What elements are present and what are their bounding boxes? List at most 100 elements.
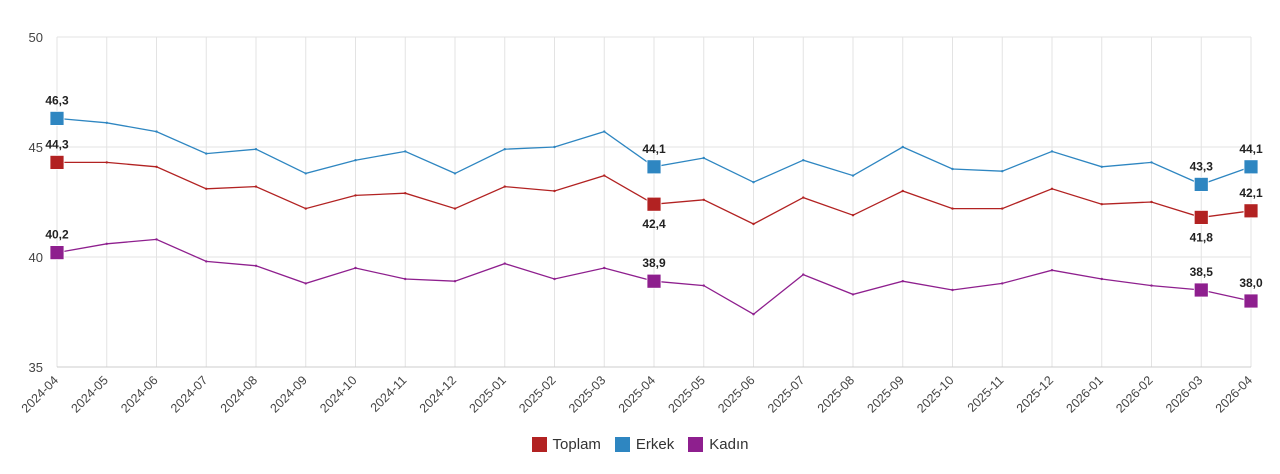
x-tick-label: 2025-11 xyxy=(965,373,1007,415)
data-point-kadın xyxy=(1001,282,1004,285)
legend-item-kadin[interactable]: Kadın xyxy=(688,436,748,453)
legend-label-erkek: Erkek xyxy=(635,436,675,453)
x-tick-label: 2025-02 xyxy=(516,373,558,415)
marker-kadın xyxy=(1193,282,1209,298)
data-point-toplam xyxy=(1050,187,1054,190)
data-point-erkek xyxy=(453,172,457,175)
legend-item-toplam[interactable]: Toplam xyxy=(531,436,601,453)
data-point-toplam xyxy=(851,214,855,217)
data-point-toplam xyxy=(702,198,705,201)
data-point-toplam xyxy=(105,161,108,164)
y-tick-label: 35 xyxy=(29,360,43,375)
data-label-kadın: 38,0 xyxy=(1239,276,1263,290)
data-point-erkek xyxy=(1150,161,1153,164)
data-point-kadın xyxy=(603,266,606,270)
data-point-toplam xyxy=(453,207,457,210)
data-point-toplam xyxy=(901,189,904,193)
data-label-toplam: 42,1 xyxy=(1239,186,1263,200)
data-point-toplam xyxy=(1001,207,1004,210)
data-point-kadın xyxy=(304,282,307,285)
x-tick-label: 2025-06 xyxy=(715,373,757,415)
x-tick-label: 2024-10 xyxy=(317,373,359,415)
marker-erkek xyxy=(49,111,65,126)
y-tick-label: 45 xyxy=(29,140,43,155)
data-point-erkek xyxy=(752,181,755,184)
data-point-kadın xyxy=(155,238,158,241)
data-point-toplam xyxy=(553,189,556,193)
marker-toplam xyxy=(1193,209,1209,225)
legend-swatch-toplam xyxy=(531,437,547,452)
data-point-erkek xyxy=(105,121,108,125)
legend-label-toplam: Toplam xyxy=(552,436,601,453)
x-tick-label: 2025-05 xyxy=(666,373,708,415)
data-point-toplam xyxy=(802,196,805,199)
x-tick-label: 2025-09 xyxy=(865,373,907,415)
x-tick-label: 2025-04 xyxy=(616,373,658,415)
x-tick-label: 2025-03 xyxy=(566,373,608,415)
marker-toplam xyxy=(49,154,65,170)
marker-erkek xyxy=(646,159,662,175)
data-point-erkek xyxy=(155,130,158,133)
data-point-toplam xyxy=(603,174,606,177)
data-point-kadın xyxy=(503,262,506,265)
data-point-toplam xyxy=(503,185,506,188)
data-label-erkek: 46,3 xyxy=(45,93,69,107)
data-point-kadın xyxy=(205,260,208,263)
legend-label-kadin: Kadın xyxy=(709,436,749,453)
data-label-erkek: 44,1 xyxy=(1239,142,1263,156)
data-point-erkek xyxy=(1050,150,1054,153)
y-tick-label: 50 xyxy=(29,30,43,45)
data-label-toplam: 44,3 xyxy=(45,137,69,151)
marker-toplam xyxy=(646,196,662,212)
data-point-kadın xyxy=(702,284,705,287)
data-point-toplam xyxy=(1150,200,1153,204)
data-point-kadın xyxy=(901,280,904,283)
data-point-kadın xyxy=(951,288,954,292)
data-point-toplam xyxy=(254,185,258,188)
data-label-kadın: 38,9 xyxy=(642,256,666,270)
chart-legend: Toplam Erkek Kadın xyxy=(0,436,1280,453)
data-point-erkek xyxy=(404,150,407,153)
x-tick-label: 2024-11 xyxy=(368,373,410,415)
x-tick-label: 2024-07 xyxy=(168,373,210,415)
data-point-erkek xyxy=(205,152,208,155)
marker-toplam xyxy=(1243,203,1259,219)
data-point-erkek xyxy=(603,130,606,133)
x-tick-label: 2024-12 xyxy=(417,373,459,415)
data-label-toplam: 42,4 xyxy=(642,217,666,231)
data-point-erkek xyxy=(702,156,705,160)
data-point-toplam xyxy=(205,187,208,190)
x-tick-label: 2025-07 xyxy=(765,373,807,415)
data-point-erkek xyxy=(1100,165,1103,168)
x-tick-label: 2024-04 xyxy=(19,373,61,415)
data-point-toplam xyxy=(155,165,158,168)
data-point-kadın xyxy=(254,264,258,267)
data-point-kadın xyxy=(1050,269,1054,272)
x-tick-label: 2024-08 xyxy=(218,373,260,415)
x-tick-label: 2025-10 xyxy=(914,373,956,415)
data-point-erkek xyxy=(851,174,855,177)
data-point-kadın xyxy=(851,293,855,296)
data-point-toplam xyxy=(752,222,755,226)
data-point-toplam xyxy=(1100,203,1103,206)
data-point-kadın xyxy=(404,277,407,281)
x-tick-label: 2025-12 xyxy=(1014,373,1056,415)
data-point-erkek xyxy=(951,167,954,171)
marker-erkek xyxy=(1193,176,1209,192)
data-point-erkek xyxy=(901,145,904,149)
data-point-kadın xyxy=(453,280,457,283)
x-tick-label: 2026-03 xyxy=(1163,373,1205,415)
data-point-toplam xyxy=(404,192,407,195)
y-tick-label: 40 xyxy=(29,250,43,265)
data-point-erkek xyxy=(304,172,307,175)
data-point-toplam xyxy=(304,207,307,210)
data-point-erkek xyxy=(802,159,805,162)
data-label-toplam: 41,8 xyxy=(1190,230,1214,244)
data-label-erkek: 44,1 xyxy=(642,142,666,156)
legend-item-erkek[interactable]: Erkek xyxy=(614,436,675,453)
data-point-erkek xyxy=(354,159,357,162)
data-label-erkek: 43,3 xyxy=(1190,159,1214,173)
marker-erkek xyxy=(1243,159,1259,175)
marker-kadın xyxy=(1243,293,1259,309)
